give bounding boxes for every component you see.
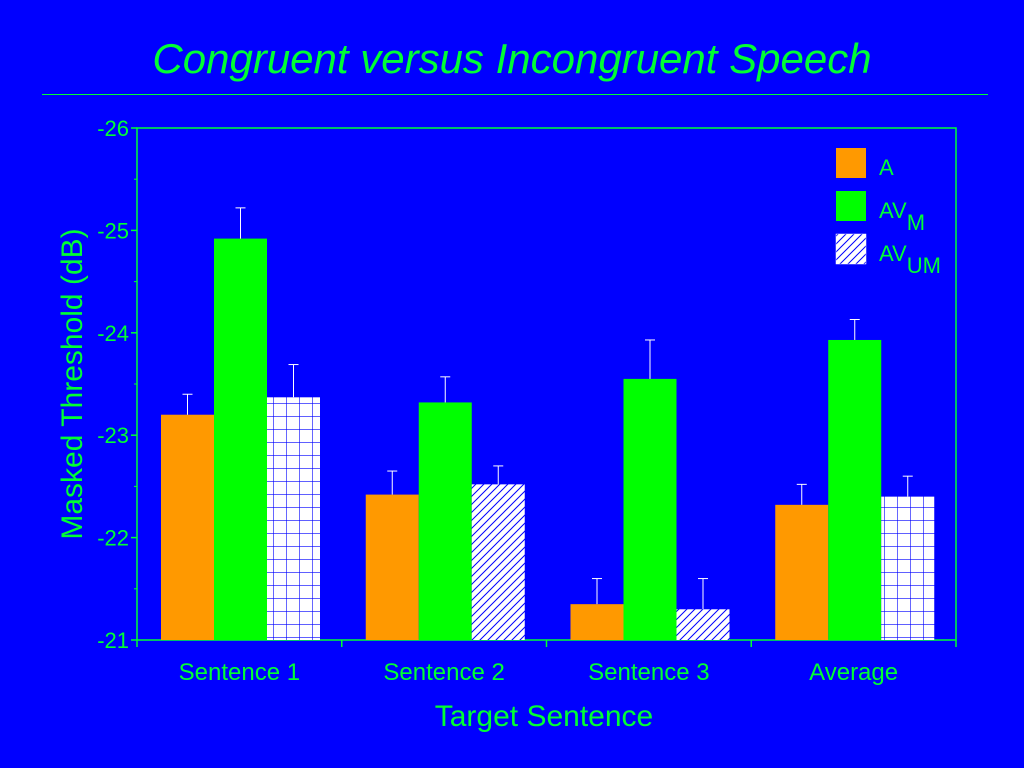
y-tick-label: -26 [97,116,129,141]
y-axis: -26 -25 -24 -23 -22 -21 [97,116,137,653]
y-tick-label: -21 [97,628,129,653]
bar-A-4 [775,504,829,640]
slide-title: Congruent versus Incongruent Speech [152,35,872,82]
y-tick-label: -25 [97,218,129,243]
x-category-label: Sentence 3 [588,659,709,686]
bar-A-3 [570,604,624,640]
bar-AVM-4 [828,339,882,640]
legend-swatch-A [836,148,866,178]
bar-A-1 [161,414,214,640]
bar-AVUM-1 [267,397,320,640]
bar-A-2 [365,494,419,640]
x-axis-title: Target Sentence [435,700,653,733]
title-divider [42,94,988,95]
x-axis: Sentence 1 Sentence 2 Sentence 3 Average [136,640,957,686]
y-tick-label: -22 [97,526,129,551]
x-category-label: Sentence 2 [383,659,504,686]
bar-AVUM-3 [676,609,730,640]
legend-label-AVUM: AVUM [879,241,941,278]
legend-swatch-AVM [836,191,866,221]
bar-AVM-3 [623,378,677,640]
legend-label-AVM: AVM [879,198,925,235]
bars [161,238,935,641]
legend-swatch-AVUM [835,233,867,265]
y-axis-title: Masked Threshold (dB) [56,228,89,539]
legend-label-A: A [879,155,894,180]
bar-AVUM-2 [471,484,525,640]
y-tick-label: -23 [97,423,129,448]
legend-label-subscript: M [907,210,925,235]
legend-label-subscript: UM [907,253,941,278]
bar-AVUM-4 [881,496,935,640]
bar-AVM-1 [214,238,267,641]
x-category-label: Average [809,659,898,686]
legend-label-main: AV [879,198,907,223]
legend-label-main: AV [879,241,907,266]
x-category-label: Sentence 1 [179,659,300,686]
y-tick-label: -24 [97,321,129,346]
error-bars [182,207,913,610]
legend-label-main: A [879,155,894,180]
bar-AVM-2 [418,402,472,640]
